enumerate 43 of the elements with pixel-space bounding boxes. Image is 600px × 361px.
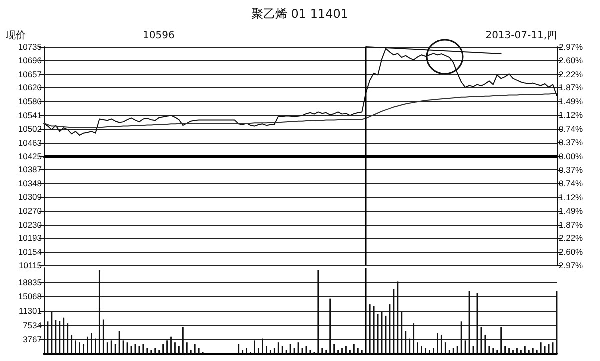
y2-tick-label: 2.60% — [559, 246, 584, 257]
y2-tick-label: 1.12% — [559, 192, 584, 202]
y2-tick-label: 2.97% — [559, 260, 584, 270]
y2-tick-label: 1.12% — [559, 110, 584, 120]
y2-tick-label: 2.22% — [559, 70, 584, 80]
y2-tick-label: 2.97% — [559, 42, 584, 52]
y-tick-label: 11301 — [18, 306, 42, 316]
y-tick-label: 10735 — [18, 42, 42, 52]
y2-tick-label: 2.22% — [559, 232, 584, 243]
y2-tick-label: 0.74% — [559, 124, 584, 134]
y-tick-label: 10463 — [18, 138, 42, 148]
y-tick-label: 10696 — [18, 56, 42, 66]
y2-tick-label: 1.87% — [559, 82, 584, 92]
y2-tick-label: 1.87% — [559, 220, 584, 230]
y2-tick-label: 0.37% — [559, 164, 584, 175]
y-tick-label: 10348 — [18, 178, 42, 188]
y-tick-label: 10309 — [18, 192, 42, 202]
y-tick-label: 7534 — [23, 320, 42, 330]
y-tick-label: 10657 — [18, 69, 42, 80]
y-tick-label: 15068 — [18, 292, 42, 302]
y-tick-label: 10193 — [18, 233, 42, 244]
y-tick-label: 10620 — [18, 82, 42, 93]
chart-title: 聚乙烯 01 11401 — [251, 7, 349, 21]
y-tick-label: 10425 — [18, 151, 42, 162]
y-tick-label: 10387 — [18, 164, 42, 175]
y2-tick-label: 0.37% — [559, 138, 584, 148]
y-tick-label: 10541 — [18, 110, 42, 120]
y-tick-label: 3767 — [23, 334, 42, 345]
y-tick-label: 10580 — [18, 96, 42, 107]
text: 10596 — [143, 30, 175, 42]
y-tick-label: 10270 — [18, 206, 42, 216]
text: 现价 — [6, 30, 26, 42]
text: 2013-07-11,四 — [486, 30, 558, 42]
y-tick-label: 18835 — [18, 277, 42, 288]
y2-tick-label: 2.60% — [559, 56, 584, 66]
y2-tick-label: 1.49% — [559, 206, 584, 216]
y-tick-label: 10502 — [18, 124, 42, 134]
y-tick-label: 10154 — [18, 246, 42, 257]
y-tick-label: 10230 — [18, 220, 42, 230]
y-tick-label: 10115 — [18, 260, 42, 270]
y2-tick-label: 0.00% — [559, 151, 584, 162]
y2-tick-label: 1.49% — [559, 96, 584, 106]
y2-tick-label: 0.74% — [559, 178, 584, 188]
